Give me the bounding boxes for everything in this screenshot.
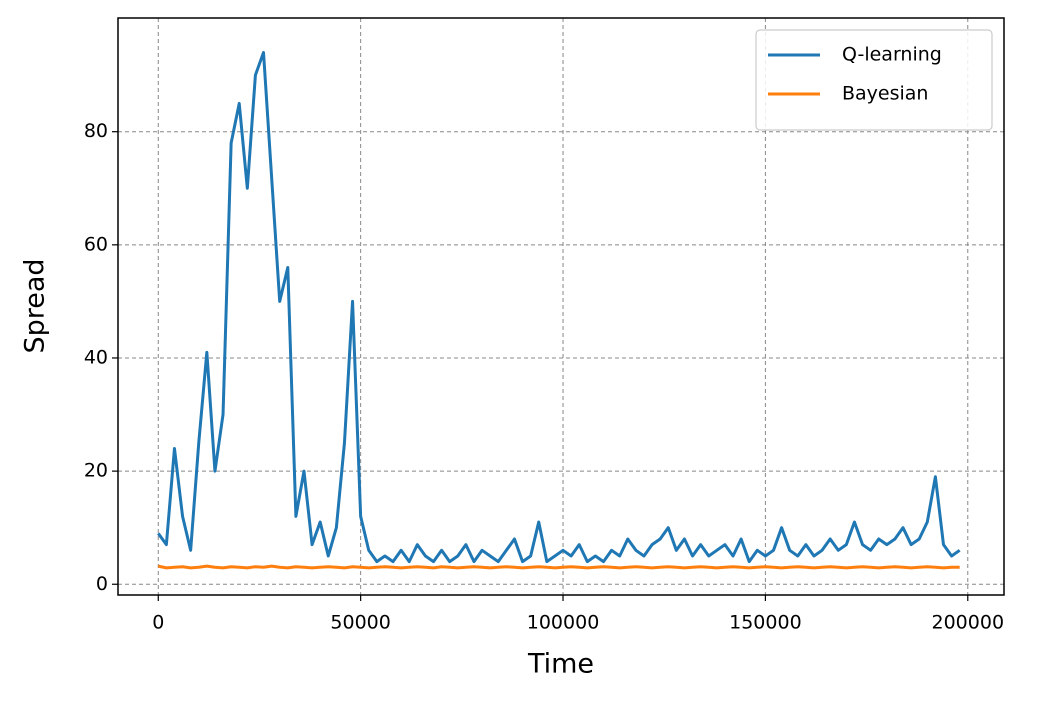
plot-frame [117,17,1005,596]
series-line [157,564,960,570]
x-axis-label: Time [527,649,594,680]
x-tick-label: 150000 [729,612,802,634]
y-tick-label: 20 [84,460,108,482]
legend-label: Bayesian [842,83,928,105]
x-tick-label: 50000 [330,612,390,634]
y-tick-label: 40 [84,346,108,368]
x-tick-label: 0 [152,612,164,634]
y-tick-label: 60 [84,233,108,255]
y-tick-label: 80 [84,120,108,142]
series-line [157,51,961,564]
y-axis-label: Spread [20,258,51,353]
x-tick-label: 100000 [527,612,600,634]
y-tick-label: 0 [96,573,108,595]
x-tick-label: 200000 [932,612,1005,634]
legend-label: Q-learning [842,44,942,66]
